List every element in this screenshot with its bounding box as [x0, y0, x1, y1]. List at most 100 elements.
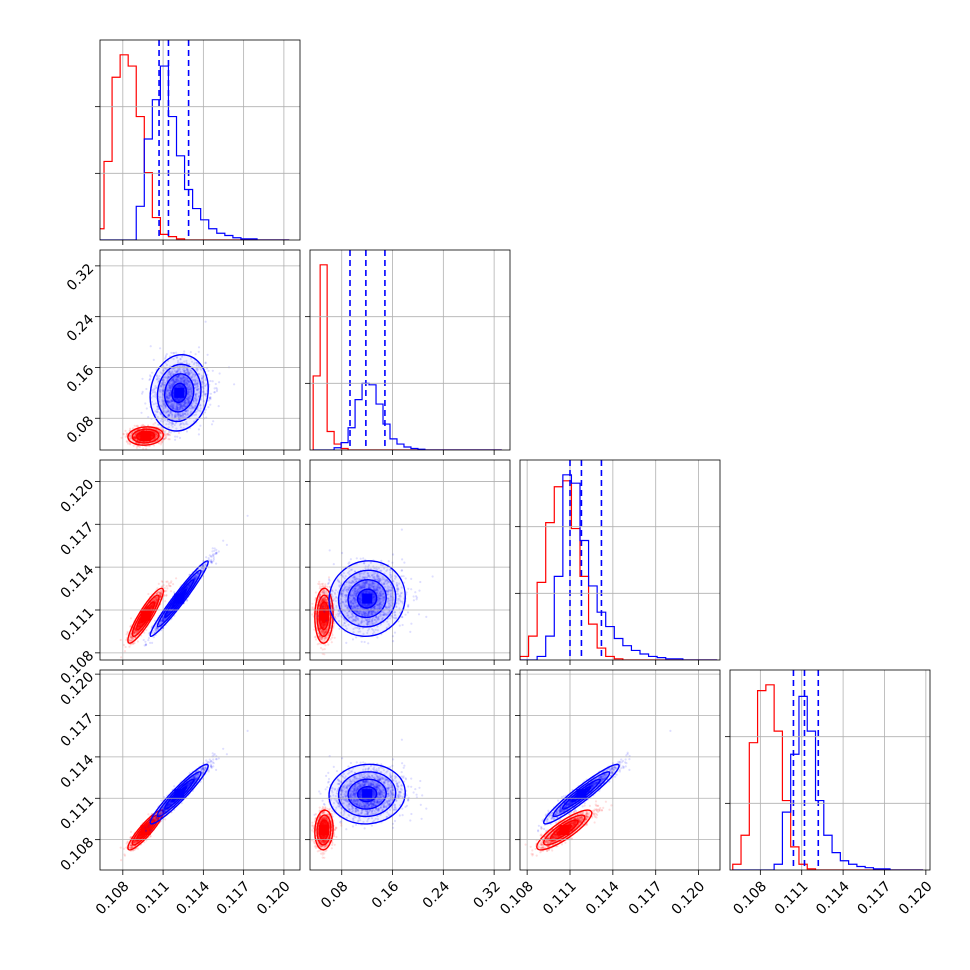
scatter-point: [222, 539, 225, 542]
scatter-point: [181, 407, 184, 410]
scatter-point: [129, 427, 132, 430]
scatter-point: [169, 385, 172, 388]
scatter-point: [127, 442, 130, 445]
scatter-point: [167, 400, 170, 403]
scatter-point: [164, 376, 167, 379]
scatter-point: [179, 405, 182, 409]
scatter-point: [184, 383, 187, 386]
scatter-point: [169, 386, 172, 389]
scatter-point: [175, 427, 178, 430]
scatter-point: [178, 415, 181, 418]
scatter-point: [137, 435, 140, 438]
scatter-point: [170, 399, 173, 402]
scatter-point: [150, 434, 153, 437]
scatter-point: [193, 375, 196, 378]
scatter-point: [201, 381, 204, 384]
scatter-point: [175, 405, 178, 408]
scatter-point: [185, 379, 188, 382]
scatter-point: [130, 431, 134, 435]
panel-1-0: 0.080.160.240.32: [64, 249, 301, 455]
scatter-point: [165, 376, 169, 379]
scatter-point: [177, 379, 180, 382]
scatter-point: [204, 361, 207, 364]
scatter-point: [188, 384, 191, 387]
scatter-point: [163, 433, 167, 436]
scatter-point: [168, 405, 171, 408]
scatter-point: [180, 404, 183, 407]
scatter-point: [176, 402, 179, 405]
scatter-point: [150, 434, 153, 437]
scatter-point: [151, 434, 154, 437]
scatter-point: [179, 412, 182, 415]
scatter-point: [180, 405, 184, 408]
scatter-point: [173, 415, 176, 418]
scatter-point: [185, 367, 188, 370]
scatter-point: [178, 418, 181, 421]
scatter-point: [147, 592, 150, 596]
scatter-point: [161, 389, 164, 392]
scatter-point: [172, 358, 175, 361]
scatter-point: [169, 387, 172, 390]
panel-frame: [99, 39, 301, 241]
scatter-point: [152, 395, 155, 398]
scatter-point: [187, 380, 191, 383]
scatter-point: [151, 434, 154, 437]
scatter-point: [179, 358, 182, 361]
scatter-point: [172, 372, 175, 375]
scatter-point: [154, 393, 157, 396]
scatter-point: [179, 406, 182, 409]
scatter-point: [158, 431, 161, 434]
scatter-point: [134, 437, 137, 440]
scatter-point: [178, 436, 182, 439]
scatter-point: [169, 411, 172, 414]
scatter-point: [184, 399, 187, 402]
scatter-point: [163, 434, 166, 437]
scatter-point: [126, 440, 129, 444]
scatter-point: [181, 380, 184, 383]
scatter-point: [128, 434, 131, 437]
scatter-point: [176, 378, 179, 381]
scatter-point: [133, 436, 136, 439]
scatter-point: [186, 383, 189, 386]
scatter-point: [160, 426, 163, 429]
scatter-point: [141, 423, 144, 426]
scatter-point: [187, 400, 190, 403]
scatter-point: [167, 397, 170, 400]
scatter-point: [201, 376, 204, 379]
scatter-point: [188, 384, 191, 387]
scatter-point: [134, 436, 137, 439]
scatter-point: [184, 403, 187, 406]
scatter-point: [169, 394, 172, 398]
scatter-point: [165, 434, 168, 437]
scatter-point: [172, 367, 175, 370]
scatter-point: [199, 407, 202, 410]
scatter-point: [166, 399, 169, 402]
scatter-point: [178, 413, 181, 416]
scatter-point: [138, 435, 141, 438]
scatter-point: [186, 369, 190, 372]
scatter-point: [150, 433, 153, 436]
scatter-point: [213, 549, 216, 552]
scatter-point: [186, 379, 190, 382]
scatter-point: [161, 440, 164, 444]
scatter-point: [169, 411, 172, 414]
scatter-point: [167, 389, 170, 392]
scatter-point: [120, 436, 123, 439]
scatter-point: [163, 404, 166, 407]
scatter-point: [159, 443, 162, 446]
scatter-point: [133, 436, 136, 440]
scatter-point: [156, 415, 159, 419]
scatter-point: [140, 424, 143, 427]
scatter-point: [134, 433, 137, 437]
scatter-point: [137, 435, 140, 438]
scatter-point: [184, 409, 188, 412]
scatter-point: [179, 377, 182, 380]
scatter-point: [194, 383, 197, 386]
scatter-point: [158, 390, 161, 393]
scatter-point: [192, 379, 195, 382]
scatter-point: [169, 389, 172, 392]
scatter-point: [159, 347, 162, 350]
scatter-point: [137, 435, 140, 438]
scatter-point: [165, 395, 168, 398]
scatter-point: [154, 421, 157, 425]
